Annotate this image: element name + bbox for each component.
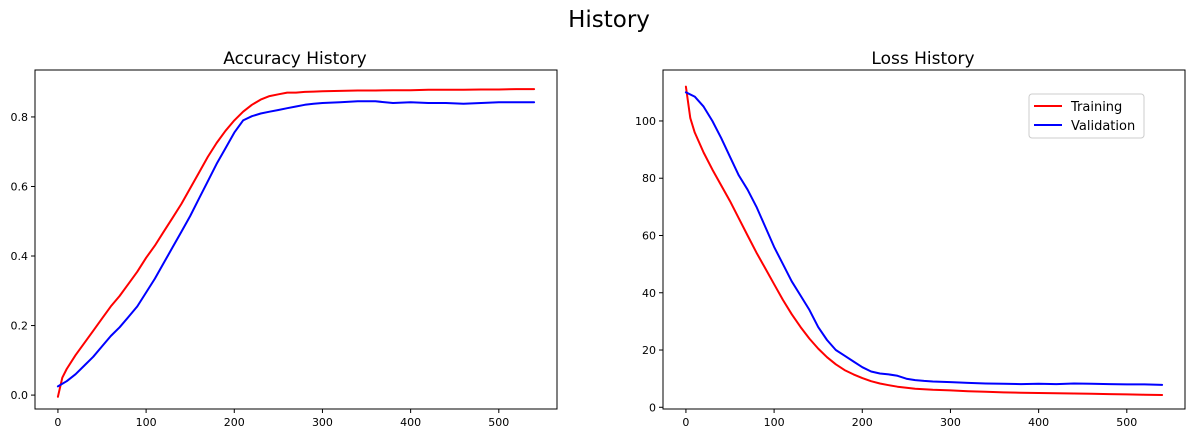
loss-y-tick-label: 60	[642, 229, 656, 242]
accuracy-y-tick-label: 0.0	[11, 389, 29, 402]
loss-legend: Training Validation	[1028, 93, 1145, 139]
figure-title: History	[568, 7, 650, 33]
accuracy-chart: Accuracy History 0 100 200 300 400 5000.00.20…	[11, 49, 558, 429]
accuracy-validation-line	[56, 100, 536, 388]
loss-x-tick-label: 300	[940, 416, 961, 429]
accuracy-y-tick-label: 0.8	[11, 111, 29, 124]
accuracy-training-line	[56, 88, 536, 398]
accuracy-x-tick-label: 500	[488, 416, 509, 429]
legend-label-validation: Validation	[1071, 119, 1135, 134]
loss-chart-title: Loss History	[871, 49, 974, 69]
loss-x-tick-label: 0	[682, 416, 689, 429]
loss-chart: Loss History 0 100 200 300 400 500 0 20 40 60 80 10…	[635, 49, 1186, 429]
accuracy-plot-area: 0 100 200 300 400 500 0.0 0.2 0.4 0.6 0.8	[11, 69, 558, 429]
loss-x-tick-label: 400	[1028, 416, 1049, 429]
accuracy-x-tick-label: 100	[136, 416, 157, 429]
accuracy-axes-frame	[34, 69, 558, 410]
accuracy-x-tick-label: 200	[224, 416, 245, 429]
legend-label-training: Training	[1070, 100, 1122, 115]
loss-training-line	[684, 85, 1164, 396]
loss-axes-frame	[662, 69, 1186, 410]
accuracy-x-tick-label: 300	[312, 416, 333, 429]
loss-y-tick-label: 80	[642, 172, 656, 185]
loss-x-tick-label: 500	[1116, 416, 1137, 429]
accuracy-x-tick-label: 0	[54, 416, 61, 429]
accuracy-chart-title: Accuracy History	[223, 49, 367, 69]
loss-y-tick-label: 40	[642, 287, 656, 300]
loss-x-tick-label: 100	[764, 416, 785, 429]
accuracy-y-tick-label: 0.4	[11, 250, 29, 263]
loss-x-tick-label: 200	[852, 416, 873, 429]
accuracy-x-tick-label: 400	[400, 416, 421, 429]
loss-y-tick-label: 20	[642, 344, 656, 357]
loss-validation-line	[684, 91, 1164, 386]
loss-plot-area: 0 100 200 300 400 500 0 20 40 60 80 100 Training Vali…	[635, 69, 1186, 429]
loss-y-tick-label: 100	[635, 115, 656, 128]
accuracy-y-tick-label: 0.6	[11, 180, 29, 193]
loss-y-tick-label: 0	[649, 401, 656, 414]
accuracy-y-tick-label: 0.2	[11, 320, 29, 333]
